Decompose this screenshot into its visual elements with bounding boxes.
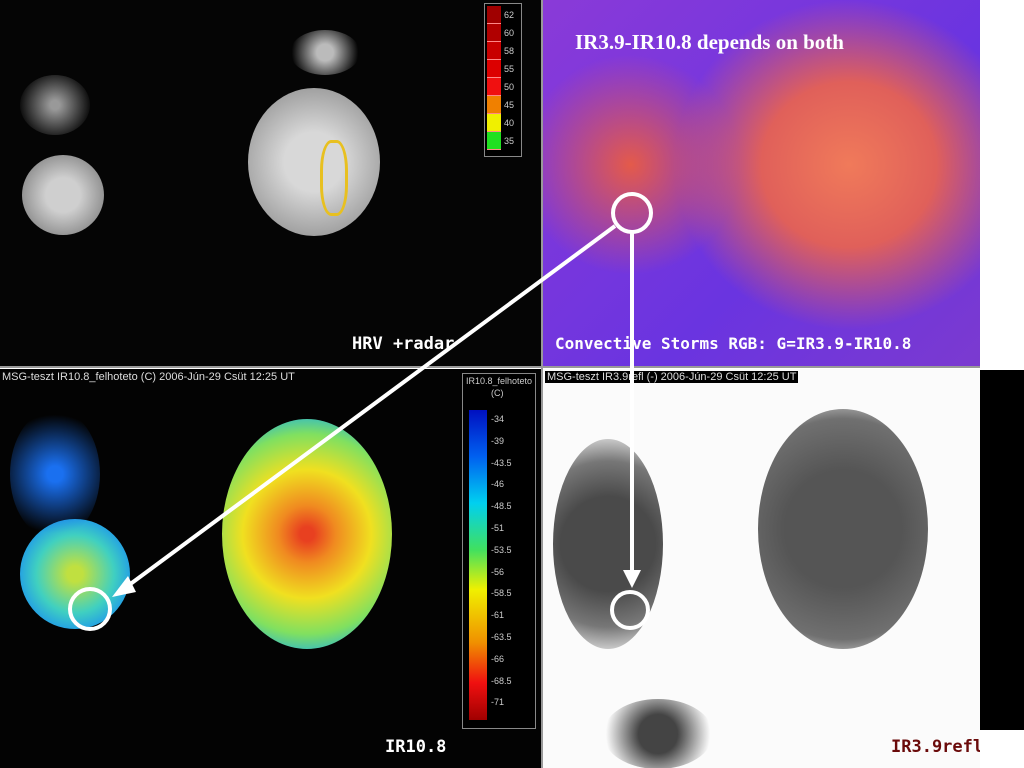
panel-ir39refl: MSG-teszt IR3.9refl (-) 2006-Jún-29 Csüt…: [543, 369, 980, 768]
divider-vertical: [541, 0, 543, 768]
panel-hrv-radar: 62 60 58 55 50 45 40 35 HRV +radar: [0, 0, 541, 366]
highlight-circle-rgb: [611, 192, 653, 234]
legend-swatch: [487, 24, 501, 42]
divider-horizontal: [0, 366, 980, 368]
cloud-strip: [10, 409, 100, 539]
legend-value: 35: [504, 136, 515, 146]
panel-ir108: MSG-teszt IR10.8_felhoteto (C) 2006-Jún-…: [0, 369, 541, 768]
legend-value: 45: [504, 100, 515, 110]
cloud-small: [553, 439, 663, 649]
legend-entry: 58: [487, 42, 519, 60]
temperature-legend: IR10.8_felhoteto (C) -34 -39 -43.5 -46 -48.5…: [462, 373, 536, 729]
figure-title: IR3.9-IR10.8 depends on both: [575, 30, 844, 54]
legend-entry: 62: [487, 6, 519, 24]
background-strip-black: [980, 370, 1024, 730]
arrow-to-ir108: [123, 224, 617, 590]
legend-title: IR10.8_felhoteto: [466, 376, 533, 386]
legend-value: -63.5: [491, 632, 512, 642]
legend-value: -61: [491, 610, 505, 621]
radar-echo: [320, 140, 348, 216]
legend-entry: 55: [487, 60, 519, 78]
cloud-north: [290, 30, 360, 75]
panel-label: Convective Storms RGB: G=IR3.9-IR10.8: [555, 334, 912, 353]
legend-value: -58.5: [491, 588, 512, 599]
highlight-circle-ir39: [610, 590, 650, 630]
legend-unit: (C): [491, 388, 504, 398]
legend-value: -34: [491, 414, 505, 424]
legend-entry: 50: [487, 78, 519, 96]
legend-colorbar: [469, 410, 487, 720]
legend-value: -48.5: [491, 501, 512, 512]
legend-value: 60: [504, 28, 515, 38]
legend-swatch: [487, 6, 501, 24]
legend-swatch: [487, 96, 501, 114]
legend-value: 58: [504, 46, 515, 56]
panel-label: IR10.8: [385, 737, 447, 757]
legend-value: -46: [491, 479, 505, 490]
cloud-large: [222, 419, 392, 649]
legend-value: -53.5: [491, 544, 512, 555]
legend-value: 55: [504, 64, 515, 74]
legend-swatch: [487, 132, 501, 150]
legend-value: -66: [491, 653, 505, 664]
legend-value: -71: [491, 697, 505, 708]
legend-value: -51: [491, 523, 505, 533]
arrowhead-ir108: [112, 576, 136, 597]
panel-header: MSG-teszt IR3.9refl (-) 2006-Jún-29 Csüt…: [545, 371, 799, 383]
panel-label: HRV +radar: [352, 334, 455, 354]
legend-swatch: [487, 78, 501, 96]
legend-entry: 45: [487, 96, 519, 114]
legend-value: -68.5: [491, 675, 512, 686]
panel-convective-rgb: Convective Storms RGB: G=IR3.9-IR10.8: [543, 0, 980, 366]
legend-swatch: [487, 114, 501, 132]
cloud-south: [603, 699, 713, 768]
cloud-large: [758, 409, 928, 649]
cloud-west: [20, 75, 90, 135]
panel-header: MSG-teszt IR10.8_felhoteto (C) 2006-Jún-…: [2, 371, 295, 383]
legend-value: -43.5: [491, 457, 512, 468]
legend-value: 50: [504, 82, 515, 92]
legend-value: -39: [491, 435, 505, 446]
legend-value: 62: [504, 10, 515, 20]
legend-swatch: [487, 60, 501, 78]
legend-entry: 40: [487, 114, 519, 132]
cloud-large: [248, 88, 380, 236]
radar-legend: 62 60 58 55 50 45 40 35: [484, 3, 522, 157]
panel-label: IR3.9refl: [891, 737, 980, 757]
legend-entry: 35: [487, 132, 519, 150]
cloud-small: [22, 155, 104, 235]
legend-value: 40: [504, 118, 515, 128]
legend-swatch: [487, 42, 501, 60]
legend-value: -56: [491, 566, 505, 577]
legend-entry: 60: [487, 24, 519, 42]
highlight-circle-ir108: [68, 587, 112, 631]
arrowhead-ir39: [623, 570, 641, 588]
